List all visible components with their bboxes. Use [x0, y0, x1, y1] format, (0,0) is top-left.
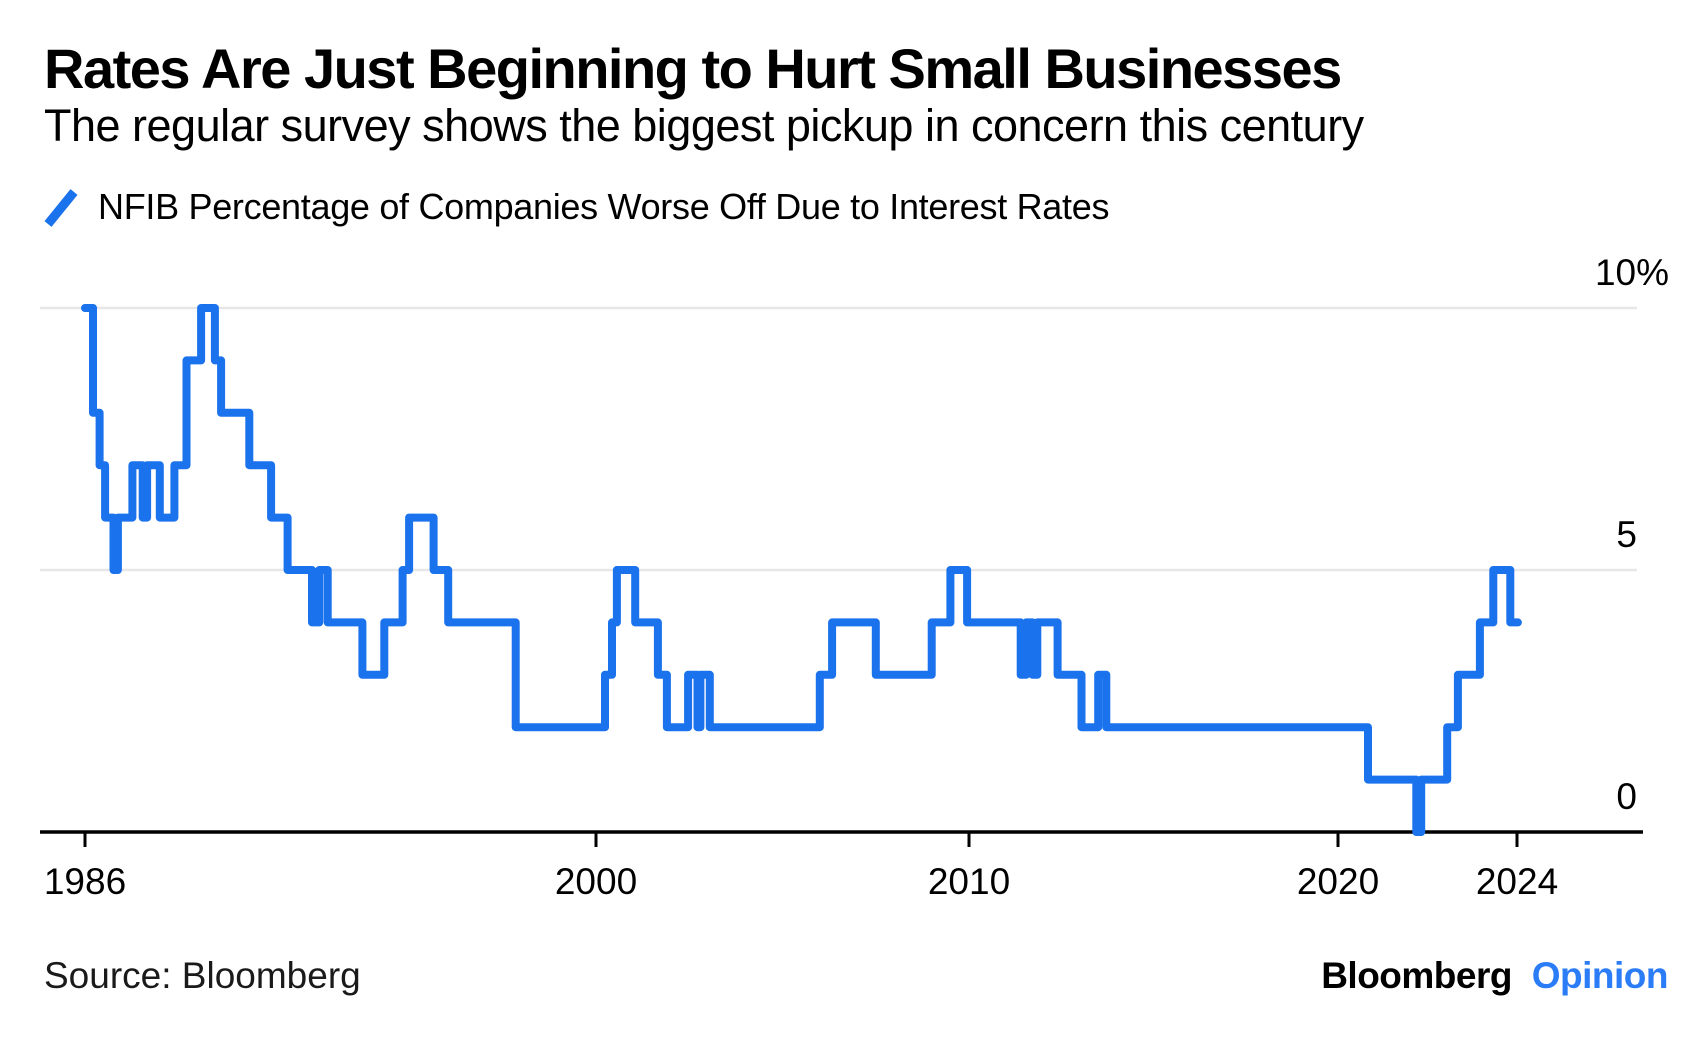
legend: NFIB Percentage of Companies Worse Off D…	[42, 186, 1109, 228]
chart-subtitle: The regular survey shows the biggest pic…	[44, 100, 1364, 151]
x-tick-label: 2024	[1476, 861, 1558, 902]
brand-logo: Bloomberg Opinion	[1321, 955, 1668, 997]
brand-name: Bloomberg	[1321, 955, 1512, 996]
legend-series-label: NFIB Percentage of Companies Worse Off D…	[98, 186, 1110, 227]
chart-title: Rates Are Just Beginning to Hurt Small B…	[44, 37, 1342, 100]
x-tick-label: 1986	[44, 861, 126, 902]
x-tick-label: 2000	[555, 861, 637, 902]
nfib-series-line	[81, 304, 1522, 836]
y-tick-label: 10%	[1595, 252, 1669, 293]
x-tick-label: 2020	[1297, 861, 1379, 902]
y-tick-label: 5	[1616, 514, 1637, 555]
brand-edition: Opinion	[1531, 955, 1669, 996]
x-tick-label: 2010	[928, 861, 1010, 902]
y-tick-label: 0	[1616, 776, 1637, 817]
blue-slash-icon	[44, 189, 78, 227]
source-note: Source: Bloomberg	[44, 955, 361, 996]
